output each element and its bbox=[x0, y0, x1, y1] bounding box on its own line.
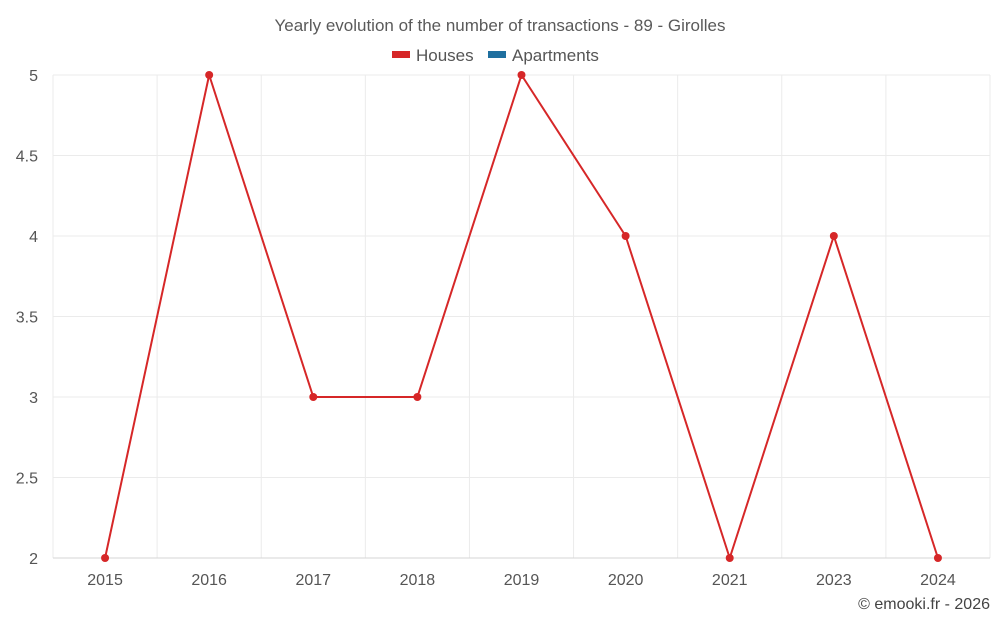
x-tick-label: 2020 bbox=[608, 572, 644, 589]
x-tick-label: 2018 bbox=[400, 572, 436, 589]
data-point-houses[interactable] bbox=[933, 554, 942, 562]
credit-text: © emooki.fr - 2026 bbox=[858, 596, 990, 613]
y-tick-label: 3 bbox=[29, 390, 38, 407]
data-point-houses[interactable] bbox=[205, 71, 214, 79]
legend-label-apartments[interactable]: Apartments bbox=[512, 46, 599, 65]
x-tick-label: 2023 bbox=[816, 572, 852, 589]
legend-swatch-apartments[interactable] bbox=[488, 51, 506, 58]
series-houses bbox=[101, 71, 942, 562]
y-tick-label: 4 bbox=[29, 229, 38, 246]
legend: Houses Apartments bbox=[392, 46, 599, 65]
x-tick-label: 2017 bbox=[295, 572, 331, 589]
x-tick-label: 2015 bbox=[87, 572, 123, 589]
x-tick-label: 2019 bbox=[504, 572, 540, 589]
legend-swatch-houses[interactable] bbox=[392, 51, 410, 58]
y-axis-ticks: 2 2.5 3 3.5 4 4.5 5 bbox=[16, 68, 38, 568]
data-point-houses[interactable] bbox=[413, 393, 422, 401]
data-point-houses[interactable] bbox=[829, 232, 838, 240]
grid bbox=[52, 74, 991, 559]
data-point-houses[interactable] bbox=[517, 71, 526, 79]
x-tick-label: 2021 bbox=[712, 572, 748, 589]
legend-label-houses[interactable]: Houses bbox=[416, 46, 474, 65]
y-tick-label: 5 bbox=[29, 68, 38, 85]
y-tick-label: 4.5 bbox=[16, 149, 38, 166]
y-tick-label: 2 bbox=[29, 551, 38, 568]
y-tick-label: 2.5 bbox=[16, 471, 38, 488]
data-point-houses[interactable] bbox=[309, 393, 318, 401]
data-point-houses[interactable] bbox=[621, 232, 630, 240]
data-point-houses[interactable] bbox=[101, 554, 110, 562]
y-tick-label: 3.5 bbox=[16, 310, 38, 327]
x-tick-label: 2024 bbox=[920, 572, 956, 589]
chart-title: Yearly evolution of the number of transa… bbox=[274, 16, 725, 35]
x-tick-label: 2016 bbox=[191, 572, 227, 589]
data-point-houses[interactable] bbox=[725, 554, 734, 562]
x-axis-ticks: 2015 2016 2017 2018 2019 2020 2021 2023 2024 bbox=[87, 572, 956, 589]
